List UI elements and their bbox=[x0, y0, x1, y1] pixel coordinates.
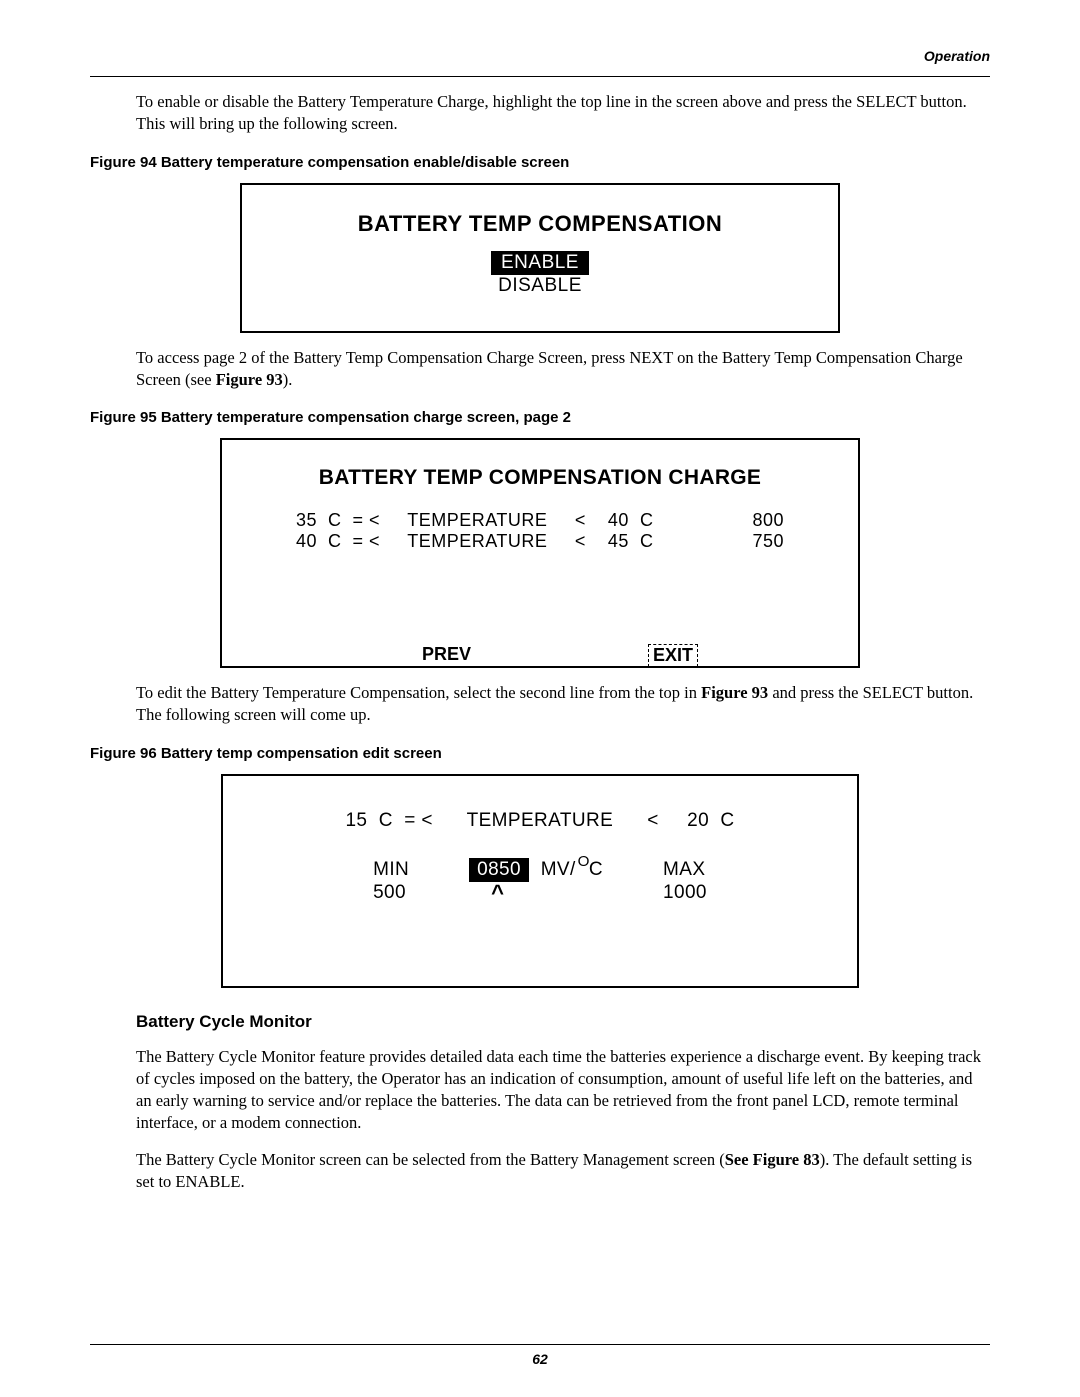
paragraph-intro: To enable or disable the Battery Tempera… bbox=[136, 91, 990, 136]
value-box[interactable]: 0850 bbox=[469, 858, 529, 882]
screen1-title: BATTERY TEMP COMPENSATION bbox=[242, 211, 838, 237]
para2-figure-ref: Figure 93 bbox=[216, 370, 283, 389]
para2-text-b: ). bbox=[283, 370, 293, 389]
header-section: Operation bbox=[924, 48, 990, 64]
value-column: 0850 MV/OC ^ bbox=[469, 858, 603, 902]
degree-icon: O bbox=[578, 853, 590, 870]
screen2-rows: 35 C = < TEMPERATURE < 40 C 800 40 C = <… bbox=[296, 510, 784, 552]
option-disable[interactable]: DISABLE bbox=[498, 275, 582, 296]
screen1-options: ENABLE DISABLE bbox=[242, 251, 838, 297]
table-row: 35 C = < TEMPERATURE < 40 C 800 bbox=[296, 510, 784, 531]
prev-button[interactable]: PREV bbox=[422, 644, 471, 665]
screen3-minmax-row: MIN 500 0850 MV/OC ^ MAX 1000 bbox=[223, 858, 857, 906]
table-row: 40 C = < TEMPERATURE < 45 C 750 bbox=[296, 531, 784, 552]
figure-95-caption: Figure 95 Battery temperature compensati… bbox=[90, 409, 990, 426]
top-rule bbox=[90, 76, 990, 77]
paragraph-access-page2: To access page 2 of the Battery Temp Com… bbox=[136, 347, 990, 392]
caret-up-icon: ^ bbox=[491, 884, 603, 902]
para5-figure-ref: See Figure 83 bbox=[725, 1150, 820, 1169]
option-enable[interactable]: ENABLE bbox=[491, 251, 589, 275]
max-column: MAX 1000 bbox=[663, 858, 707, 906]
bottom-rule bbox=[90, 1344, 990, 1345]
screen-edit: 15 C = < TEMPERATURE < 20 C MIN 500 0850… bbox=[221, 774, 859, 988]
unit-prefix: MV/ bbox=[541, 859, 576, 880]
subheading-battery-cycle-monitor: Battery Cycle Monitor bbox=[136, 1012, 990, 1032]
max-value: 1000 bbox=[663, 881, 707, 905]
figure-94-caption: Figure 94 Battery temperature compensati… bbox=[90, 154, 990, 171]
figure-96-caption: Figure 96 Battery temp compensation edit… bbox=[90, 745, 990, 762]
unit-label: MV/OC bbox=[541, 859, 603, 880]
screen3-range-line: 15 C = < TEMPERATURE < 20 C bbox=[223, 810, 857, 832]
min-label: MIN bbox=[373, 858, 409, 882]
min-value: 500 bbox=[373, 881, 409, 905]
paragraph-bcm-2: The Battery Cycle Monitor screen can be … bbox=[136, 1149, 990, 1194]
max-label: MAX bbox=[663, 858, 707, 882]
unit-c: C bbox=[589, 859, 603, 880]
para5-text-a: The Battery Cycle Monitor screen can be … bbox=[136, 1150, 725, 1169]
para3-figure-ref: Figure 93 bbox=[701, 683, 768, 702]
screen-charge-page2: BATTERY TEMP COMPENSATION CHARGE 35 C = … bbox=[220, 438, 860, 668]
page-number: 62 bbox=[0, 1351, 1080, 1367]
exit-button[interactable]: EXIT bbox=[648, 644, 698, 667]
para3-text-a: To edit the Battery Temperature Compensa… bbox=[136, 683, 701, 702]
screen-enable-disable: BATTERY TEMP COMPENSATION ENABLE DISABLE bbox=[240, 183, 840, 333]
paragraph-bcm-1: The Battery Cycle Monitor feature provid… bbox=[136, 1046, 990, 1135]
screen2-title: BATTERY TEMP COMPENSATION CHARGE bbox=[222, 466, 858, 490]
paragraph-edit: To edit the Battery Temperature Compensa… bbox=[136, 682, 990, 727]
min-column: MIN 500 bbox=[373, 858, 409, 906]
